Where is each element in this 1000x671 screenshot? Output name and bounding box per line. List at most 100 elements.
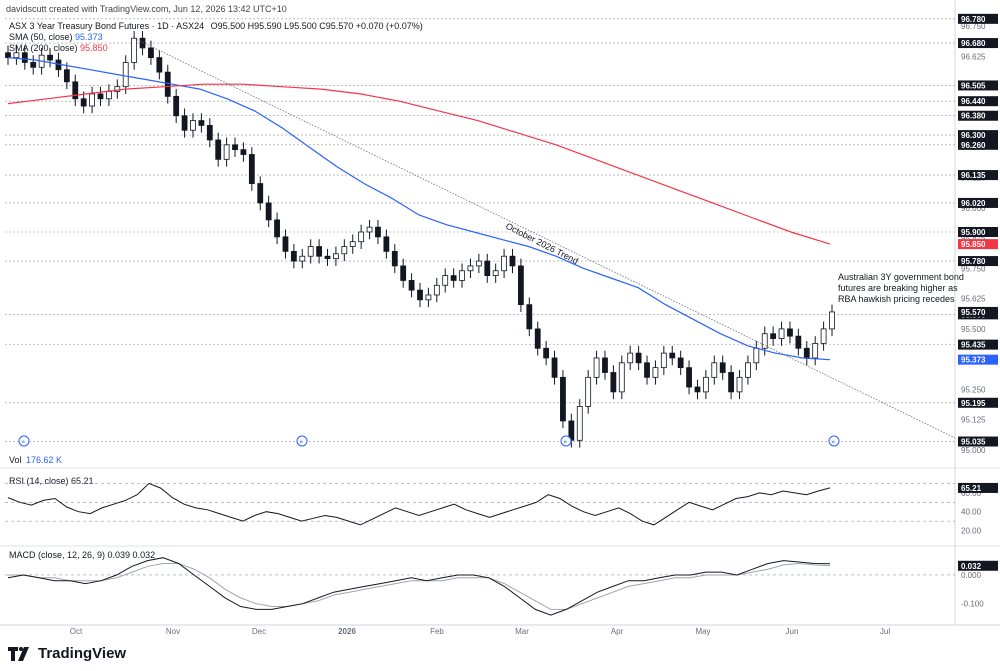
candle bbox=[517, 265, 524, 306]
candle bbox=[728, 372, 735, 393]
candle bbox=[105, 91, 112, 100]
price-tag-bg bbox=[958, 354, 998, 365]
x-tick-label: May bbox=[695, 627, 710, 636]
candle bbox=[122, 62, 129, 88]
candle bbox=[602, 357, 608, 373]
sma50-legend[interactable]: SMA (50, close) 95.373 bbox=[9, 32, 103, 43]
event-marker-icon bbox=[560, 435, 572, 447]
sma200-label: SMA (200, close) bbox=[9, 43, 78, 53]
event-marker-glyph: » bbox=[563, 438, 567, 446]
candle bbox=[21, 52, 28, 63]
symbol-name: ASX 3 Year Treasury Bond Futures · 1D · … bbox=[9, 21, 205, 31]
candle bbox=[660, 352, 667, 369]
candle bbox=[829, 311, 835, 330]
x-tick-label: 2026 bbox=[338, 627, 356, 636]
x-tick-label: Jul bbox=[880, 627, 890, 636]
candle bbox=[635, 352, 642, 364]
price-tag: 95.850 bbox=[961, 240, 986, 249]
level-label: 95.780 bbox=[961, 257, 986, 266]
rsi-line bbox=[7, 482, 831, 526]
candle bbox=[282, 236, 289, 252]
x-tick-label: Nov bbox=[166, 627, 180, 636]
candle bbox=[753, 347, 760, 364]
price-tag-bg bbox=[958, 306, 998, 317]
rsi-label: RSI (14, close) 65.21 bbox=[9, 476, 94, 486]
candle bbox=[408, 280, 415, 291]
y-tick-label: 95.250 bbox=[961, 385, 986, 394]
candle bbox=[148, 47, 154, 58]
macd-signal-line bbox=[8, 562, 831, 610]
price-tag-bg bbox=[958, 239, 998, 250]
candle bbox=[97, 93, 104, 100]
level-label-bg bbox=[958, 227, 998, 237]
trendline bbox=[133, 37, 956, 439]
candle bbox=[190, 120, 196, 131]
event-marker-icon bbox=[828, 435, 840, 447]
candle bbox=[198, 120, 205, 126]
candle bbox=[686, 367, 692, 388]
level-label: 95.435 bbox=[961, 341, 986, 350]
candle bbox=[290, 250, 297, 262]
y-tick-label: 96.750 bbox=[961, 22, 986, 31]
level-label: 95.195 bbox=[961, 399, 986, 408]
level-label: 96.260 bbox=[961, 141, 986, 150]
sma200-legend[interactable]: SMA (200, close) 95.850 bbox=[9, 43, 108, 54]
candle bbox=[442, 275, 449, 286]
candle bbox=[694, 386, 701, 393]
candle bbox=[383, 236, 390, 252]
credit-line: davidscutt created with TradingView.com,… bbox=[6, 4, 287, 14]
level-label: 96.780 bbox=[961, 15, 986, 24]
level-label-bg bbox=[958, 38, 998, 49]
candle bbox=[13, 52, 20, 58]
candle bbox=[778, 328, 785, 339]
candle bbox=[820, 328, 827, 344]
y-tick-label: 96.000 bbox=[961, 204, 986, 213]
y-tick-label: 95.750 bbox=[961, 264, 986, 273]
candle bbox=[240, 149, 247, 155]
candle bbox=[375, 226, 381, 238]
level-label: 96.020 bbox=[961, 199, 986, 208]
candle bbox=[114, 86, 121, 92]
candle bbox=[173, 95, 180, 117]
sma200-value: 95.850 bbox=[80, 43, 108, 53]
candle bbox=[72, 81, 79, 100]
level-label: 96.505 bbox=[961, 81, 986, 90]
candle bbox=[585, 376, 592, 407]
candle bbox=[391, 250, 398, 267]
candle bbox=[341, 246, 348, 255]
candle bbox=[5, 52, 11, 58]
level-label-bg bbox=[958, 197, 998, 208]
candle bbox=[47, 54, 53, 61]
sma200-line bbox=[7, 83, 831, 245]
candle bbox=[644, 362, 650, 378]
tradingview-logo-icon bbox=[8, 646, 29, 661]
level-label-bg bbox=[958, 170, 998, 181]
macd-label: MACD (close, 12, 26, 9) 0.039 0.032 bbox=[9, 550, 155, 560]
candle bbox=[627, 352, 634, 364]
candle bbox=[257, 183, 264, 204]
candle bbox=[795, 335, 802, 349]
candle bbox=[719, 362, 726, 373]
y-tick-label: 95.875 bbox=[961, 234, 986, 243]
candle bbox=[484, 260, 491, 277]
event-marker-glyph: » bbox=[831, 438, 835, 446]
candle bbox=[181, 115, 188, 131]
y-tick-label: 95.500 bbox=[961, 325, 986, 334]
rsi-tick-label: 20.00 bbox=[961, 527, 982, 536]
candle bbox=[610, 372, 617, 393]
candle bbox=[812, 343, 819, 359]
level-label: 96.440 bbox=[961, 97, 986, 106]
candle bbox=[509, 255, 516, 267]
sma50-line bbox=[7, 57, 831, 361]
rsi-tag-bg bbox=[958, 482, 998, 493]
candle bbox=[492, 270, 499, 276]
price-tag: 95.373 bbox=[961, 356, 986, 365]
candle bbox=[131, 37, 138, 63]
candle bbox=[526, 304, 533, 330]
event-marker-glyph: » bbox=[299, 438, 303, 446]
candle bbox=[358, 231, 365, 243]
candle bbox=[215, 139, 222, 160]
x-tick-label: Oct bbox=[70, 627, 83, 636]
candle bbox=[803, 347, 810, 359]
